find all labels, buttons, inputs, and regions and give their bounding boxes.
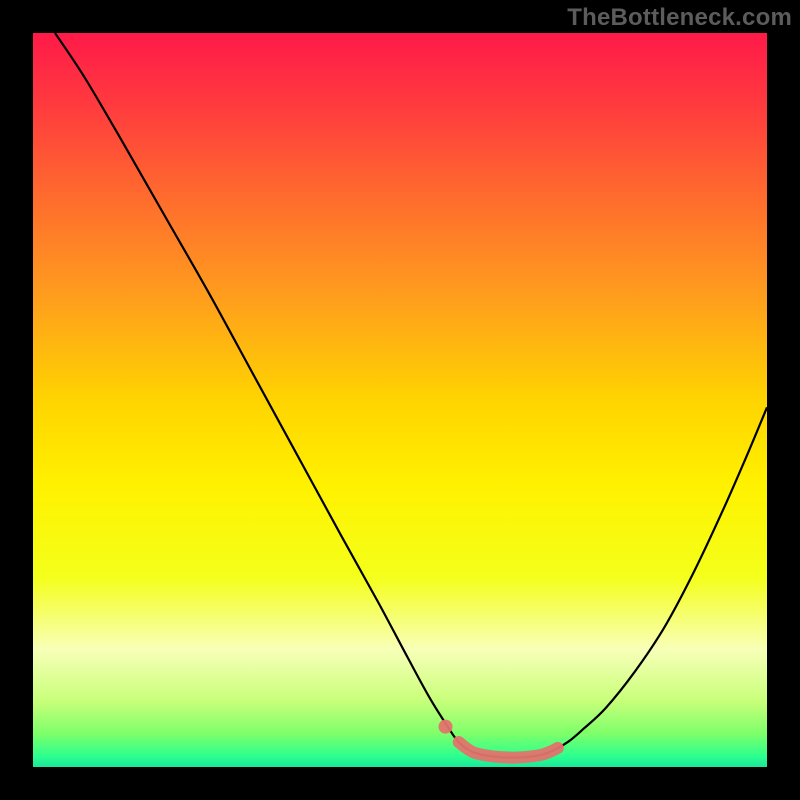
bottleneck-curve	[55, 33, 767, 758]
plot-area	[33, 33, 767, 767]
highlight-band	[459, 742, 558, 758]
chart-frame: TheBottleneck.com	[0, 0, 800, 800]
highlight-start-dot	[439, 720, 453, 734]
watermark-text: TheBottleneck.com	[567, 4, 792, 32]
curve-layer	[33, 33, 767, 767]
